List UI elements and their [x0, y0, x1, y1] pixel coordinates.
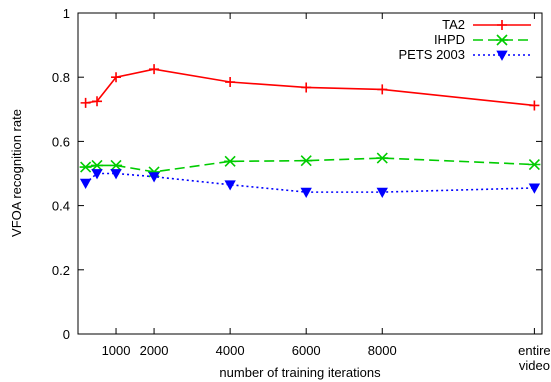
legend-label: TA2 [442, 17, 465, 32]
y-tick-label: 1 [63, 6, 70, 21]
data-point [91, 169, 103, 180]
x-tick-label: 8000 [368, 343, 397, 358]
y-axis-title: VFOA recognition rate [9, 109, 24, 237]
data-point [92, 96, 103, 107]
x-tick-label: 2000 [140, 343, 169, 358]
legend-swatch-marker [496, 50, 508, 61]
data-point [225, 77, 236, 88]
y-tick-label: 0.2 [52, 263, 70, 278]
x-tick-label: 4000 [216, 343, 245, 358]
series-ihpd [79, 152, 541, 178]
data-point [110, 169, 122, 180]
x-tick-label: 1000 [102, 343, 131, 358]
data-point [377, 84, 388, 95]
data-point [111, 72, 122, 83]
series-line [85, 157, 535, 173]
data-point [224, 180, 236, 191]
series-group [79, 64, 541, 198]
y-tick-label: 0 [63, 327, 70, 342]
series-pets-2003 [79, 169, 541, 198]
y-tick-label: 0.4 [52, 199, 70, 214]
legend-label: IHPD [434, 32, 465, 47]
y-tick-label: 0.8 [52, 70, 70, 85]
legend-swatch-marker [496, 34, 508, 46]
data-point [224, 155, 237, 167]
data-point [79, 161, 92, 173]
data-point [79, 178, 92, 189]
plot-frame [77, 12, 543, 335]
x-tick-label: 6000 [292, 343, 321, 358]
y-tick-label: 0.6 [52, 134, 70, 149]
data-point [301, 82, 312, 93]
x-tick-label: entire [518, 343, 551, 358]
data-point [300, 187, 312, 198]
data-point [300, 155, 313, 167]
data-point [149, 64, 160, 75]
data-point [148, 172, 160, 183]
data-point [528, 183, 541, 194]
series-ta2 [80, 64, 540, 111]
x-axis-title: number of training iterations [219, 365, 381, 380]
series-line [85, 68, 535, 107]
data-point [91, 159, 104, 172]
y-axis-ticks: 0 0.2 0.4 0.6 0.8 1 [52, 6, 542, 342]
data-point [80, 97, 91, 108]
legend-label: PETS 2003 [399, 47, 466, 62]
legend-swatch-marker [497, 20, 507, 30]
data-point [529, 100, 540, 111]
data-point [376, 152, 389, 164]
series-line [85, 172, 535, 193]
data-point [528, 158, 541, 171]
data-point [376, 187, 388, 198]
data-point [110, 159, 123, 172]
x-tick-label: video [519, 358, 550, 373]
